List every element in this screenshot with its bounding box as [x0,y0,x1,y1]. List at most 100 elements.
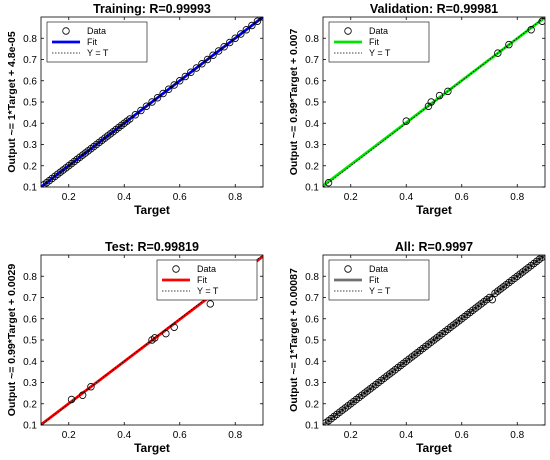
y-tick-label: 0.4 [305,119,319,130]
y-tick-label: 0.1 [305,183,319,194]
x-tick-label: 0.8 [510,430,524,441]
legend-entry: Y = T [197,286,219,296]
y-tick-label: 0.5 [305,336,319,347]
data-point [153,94,162,102]
data-point [159,89,167,98]
y-axis-label: Output ~= 0.99*Target + 0.0029 [6,264,18,417]
y-tick-label: 0.3 [305,140,319,151]
chart-panel-2: 0.2 0.4 0.6 0.8 0.1 0.2 0.3 0.4 0.5 0.6 0.7 0.8 Vali… [288,2,546,217]
chart-title: Test: R=0.99819 [105,240,199,254]
legend-entry: Fit [369,275,379,285]
data-point [488,295,496,304]
data-point [444,87,452,96]
y-tick-label: 0.8 [23,272,37,283]
data-point [131,111,140,119]
y-tick-label: 0.1 [305,421,319,432]
plot-series [323,17,545,187]
data-point [253,17,262,25]
y-tick-label: 0.6 [23,314,37,325]
x-tick-label: 0.6 [455,430,469,441]
data-point [435,91,444,100]
legend-data-marker [62,27,70,35]
y-tick-label: 0.3 [23,378,37,389]
data-point [237,30,245,38]
y-tick-label: 0.2 [305,399,319,410]
y-tick-label: 0.7 [305,293,319,304]
y-tick-label: 0.6 [23,76,37,87]
data-point [187,68,195,76]
x-tick-label: 0.8 [228,430,242,441]
chart-panel-3: 0.2 0.4 0.6 0.8 0.1 0.2 0.3 0.4 0.5 0.6 0.7 0.8 Test… [6,240,264,455]
data-point [206,300,214,308]
chart-title: Training: R=0.99993 [93,2,211,16]
data-point [181,72,189,81]
y-tick-label: 0.5 [23,98,37,109]
data-point [126,115,134,123]
x-tick-label: 0.2 [344,430,358,441]
data-point [170,81,178,89]
data-point [538,255,545,261]
data-point [137,106,145,115]
plot-series [323,255,545,425]
legend-entry: Data [197,264,216,274]
y-tick-label: 0.7 [23,293,37,304]
y-tick-label: 0.8 [23,34,37,45]
y-tick-label: 0.3 [305,378,319,389]
x-tick-label: 0.2 [62,430,76,441]
data-point [242,26,251,34]
x-tick-label: 0.4 [117,192,131,203]
chart-panel-1: 0.2 0.4 0.6 0.8 0.1 0.2 0.3 0.4 0.5 0.6 0.7 0.8 Trai… [6,2,264,217]
y-tick-label: 0.5 [305,98,319,109]
y-tick-label: 0.4 [305,357,319,368]
x-tick-label: 0.2 [62,192,76,203]
y-tick-label: 0.2 [23,399,37,410]
legend-entry: Fit [369,37,379,47]
data-point [225,38,234,47]
data-point [527,26,535,34]
x-axis-label: Target [416,441,452,455]
y-tick-label: 0.6 [305,314,319,325]
chart-title: Validation: R=0.99981 [370,2,498,16]
x-tick-label: 0.4 [117,430,131,441]
fit-line [323,17,545,187]
legend-data-marker [344,265,352,273]
legend-entry: Data [369,26,388,36]
y-tick-label: 0.1 [23,183,37,194]
y-tick-label: 0.2 [23,161,37,172]
legend-entry: Y = T [87,48,109,58]
data-point [505,40,513,49]
legend-entry: Fit [87,37,97,47]
data-point [170,323,178,331]
y-tick-label: 0.2 [305,161,319,172]
data-point [67,395,76,404]
data-point [164,85,173,93]
data-point [424,102,433,110]
y-tick-label: 0.7 [305,55,319,66]
data-point [203,55,212,64]
axes-box [322,254,546,426]
data-point [176,77,184,85]
x-tick-label: 0.4 [399,430,413,441]
y-tick-label: 0.8 [305,34,319,45]
axes-box [322,16,546,188]
x-axis-label: Target [134,203,170,217]
data-point [402,117,410,125]
y-tick-label: 0.5 [23,336,37,347]
data-point [220,43,228,51]
data-point [87,383,95,391]
data-point [192,64,201,72]
data-point [148,98,156,106]
x-tick-label: 0.8 [510,192,524,203]
legend-entry: Fit [197,275,207,285]
y-tick-label: 0.3 [23,140,37,151]
x-tick-label: 0.8 [228,192,242,203]
data-point [494,49,502,57]
legend-entry: Y = T [369,48,391,58]
x-tick-label: 0.6 [455,192,469,203]
fit-line [41,17,263,187]
y-tick-label: 0.8 [305,272,319,283]
axes-box [40,16,264,188]
